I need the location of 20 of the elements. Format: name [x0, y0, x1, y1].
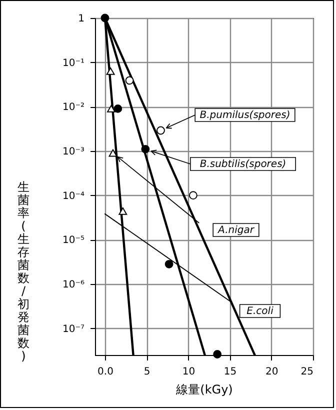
text: A.nigar — [217, 225, 255, 236]
y-tick-label: 10⁻⁶ — [62, 279, 84, 290]
x-tick-label: 0.0 — [98, 366, 114, 378]
y-tick-label: 1 — [78, 14, 84, 24]
y-tick-label: 10⁻³ — [62, 146, 84, 158]
x-axis-title: 線量(kGy) — [175, 382, 233, 396]
y-tick-label: 10⁻¹ — [62, 58, 84, 69]
legend-label: B.pumilus(spores) — [200, 110, 290, 121]
x-tick-label: 25 — [300, 366, 314, 378]
y-tick-label: 10⁻⁷ — [62, 324, 84, 335]
x-tick-label: 15 — [224, 366, 237, 378]
y-tick-label: 10⁻² — [62, 102, 84, 114]
x-tick-label: 10 — [182, 366, 196, 378]
series-label: E.coli — [246, 306, 274, 317]
y-tick-label: 10⁻⁴ — [62, 190, 84, 202]
text: 生菌率(生存菌数/初発菌数) — [18, 180, 30, 363]
y-tick-label: 10⁻⁵ — [62, 235, 84, 246]
x-tick-label: 20 — [266, 366, 278, 378]
legend-label: B.subtilis(spores) — [200, 159, 286, 170]
x-tick-label: 5 — [144, 366, 150, 378]
